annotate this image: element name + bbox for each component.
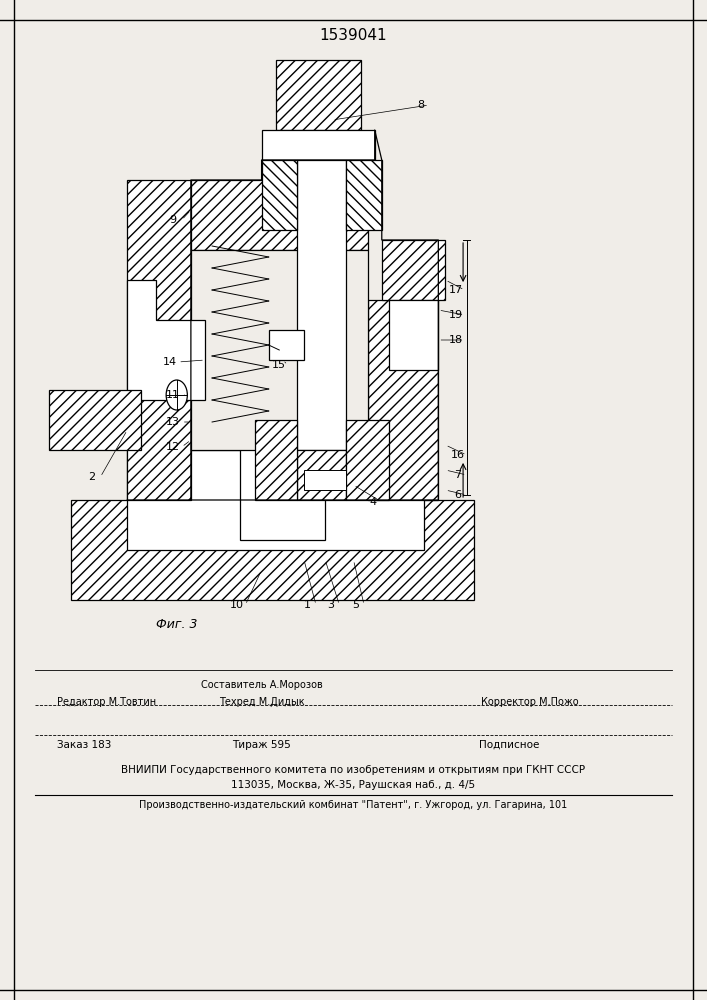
Text: Корректор М.Пожо: Корректор М.Пожо xyxy=(481,697,579,707)
Text: 1: 1 xyxy=(304,600,311,610)
Text: 11: 11 xyxy=(166,390,180,400)
Text: 6: 6 xyxy=(455,490,462,500)
Polygon shape xyxy=(127,180,191,500)
Polygon shape xyxy=(191,180,368,250)
Text: Производственно-издательский комбинат "Патент", г. Ужгород, ул. Гагарина, 101: Производственно-издательский комбинат "П… xyxy=(139,800,568,810)
Text: 4: 4 xyxy=(370,497,377,507)
Text: Редактор М.Товтин: Редактор М.Товтин xyxy=(57,697,156,707)
Text: Тираж 595: Тираж 595 xyxy=(232,740,291,750)
Polygon shape xyxy=(346,420,389,500)
Polygon shape xyxy=(49,390,141,450)
Polygon shape xyxy=(297,450,346,500)
Polygon shape xyxy=(346,160,382,230)
Text: 14: 14 xyxy=(163,357,177,367)
Text: 7: 7 xyxy=(455,470,462,480)
Text: Подписное: Подписное xyxy=(479,740,539,750)
Text: 5: 5 xyxy=(352,600,359,610)
Polygon shape xyxy=(255,420,297,500)
Polygon shape xyxy=(262,160,297,230)
Text: 15: 15 xyxy=(272,360,286,370)
Text: 9: 9 xyxy=(170,215,177,225)
Text: 113035, Москва, Ж-35, Раушская наб., д. 4/5: 113035, Москва, Ж-35, Раушская наб., д. … xyxy=(231,780,476,790)
Text: 10: 10 xyxy=(230,600,244,610)
Polygon shape xyxy=(269,330,304,360)
Polygon shape xyxy=(382,240,445,300)
Text: 17: 17 xyxy=(449,285,463,295)
Bar xyxy=(191,250,368,450)
Polygon shape xyxy=(368,300,438,500)
Text: Техред М.Дидык: Техред М.Дидык xyxy=(218,697,305,707)
Text: 12: 12 xyxy=(166,442,180,452)
Text: Заказ 183: Заказ 183 xyxy=(57,740,111,750)
Text: 18: 18 xyxy=(449,335,463,345)
Circle shape xyxy=(166,380,187,410)
Text: 16: 16 xyxy=(451,450,465,460)
Polygon shape xyxy=(276,60,361,130)
Polygon shape xyxy=(127,280,205,400)
Bar xyxy=(297,160,346,450)
Text: 1539041: 1539041 xyxy=(320,27,387,42)
Polygon shape xyxy=(127,450,424,550)
Bar xyxy=(240,440,325,540)
Polygon shape xyxy=(71,500,474,600)
Polygon shape xyxy=(262,130,375,160)
Text: 2: 2 xyxy=(88,472,95,482)
Text: Составитель А.Морозов: Составитель А.Морозов xyxy=(201,680,322,690)
Text: Фиг. 3: Фиг. 3 xyxy=(156,618,197,632)
Text: 8: 8 xyxy=(417,100,424,110)
Polygon shape xyxy=(389,300,438,370)
Text: 3: 3 xyxy=(327,600,334,610)
Text: ВНИИПИ Государственного комитета по изобретениям и открытиям при ГКНТ СССР: ВНИИПИ Государственного комитета по изоб… xyxy=(122,765,585,775)
Polygon shape xyxy=(304,470,346,490)
Text: 19: 19 xyxy=(449,310,463,320)
Text: 13: 13 xyxy=(166,417,180,427)
